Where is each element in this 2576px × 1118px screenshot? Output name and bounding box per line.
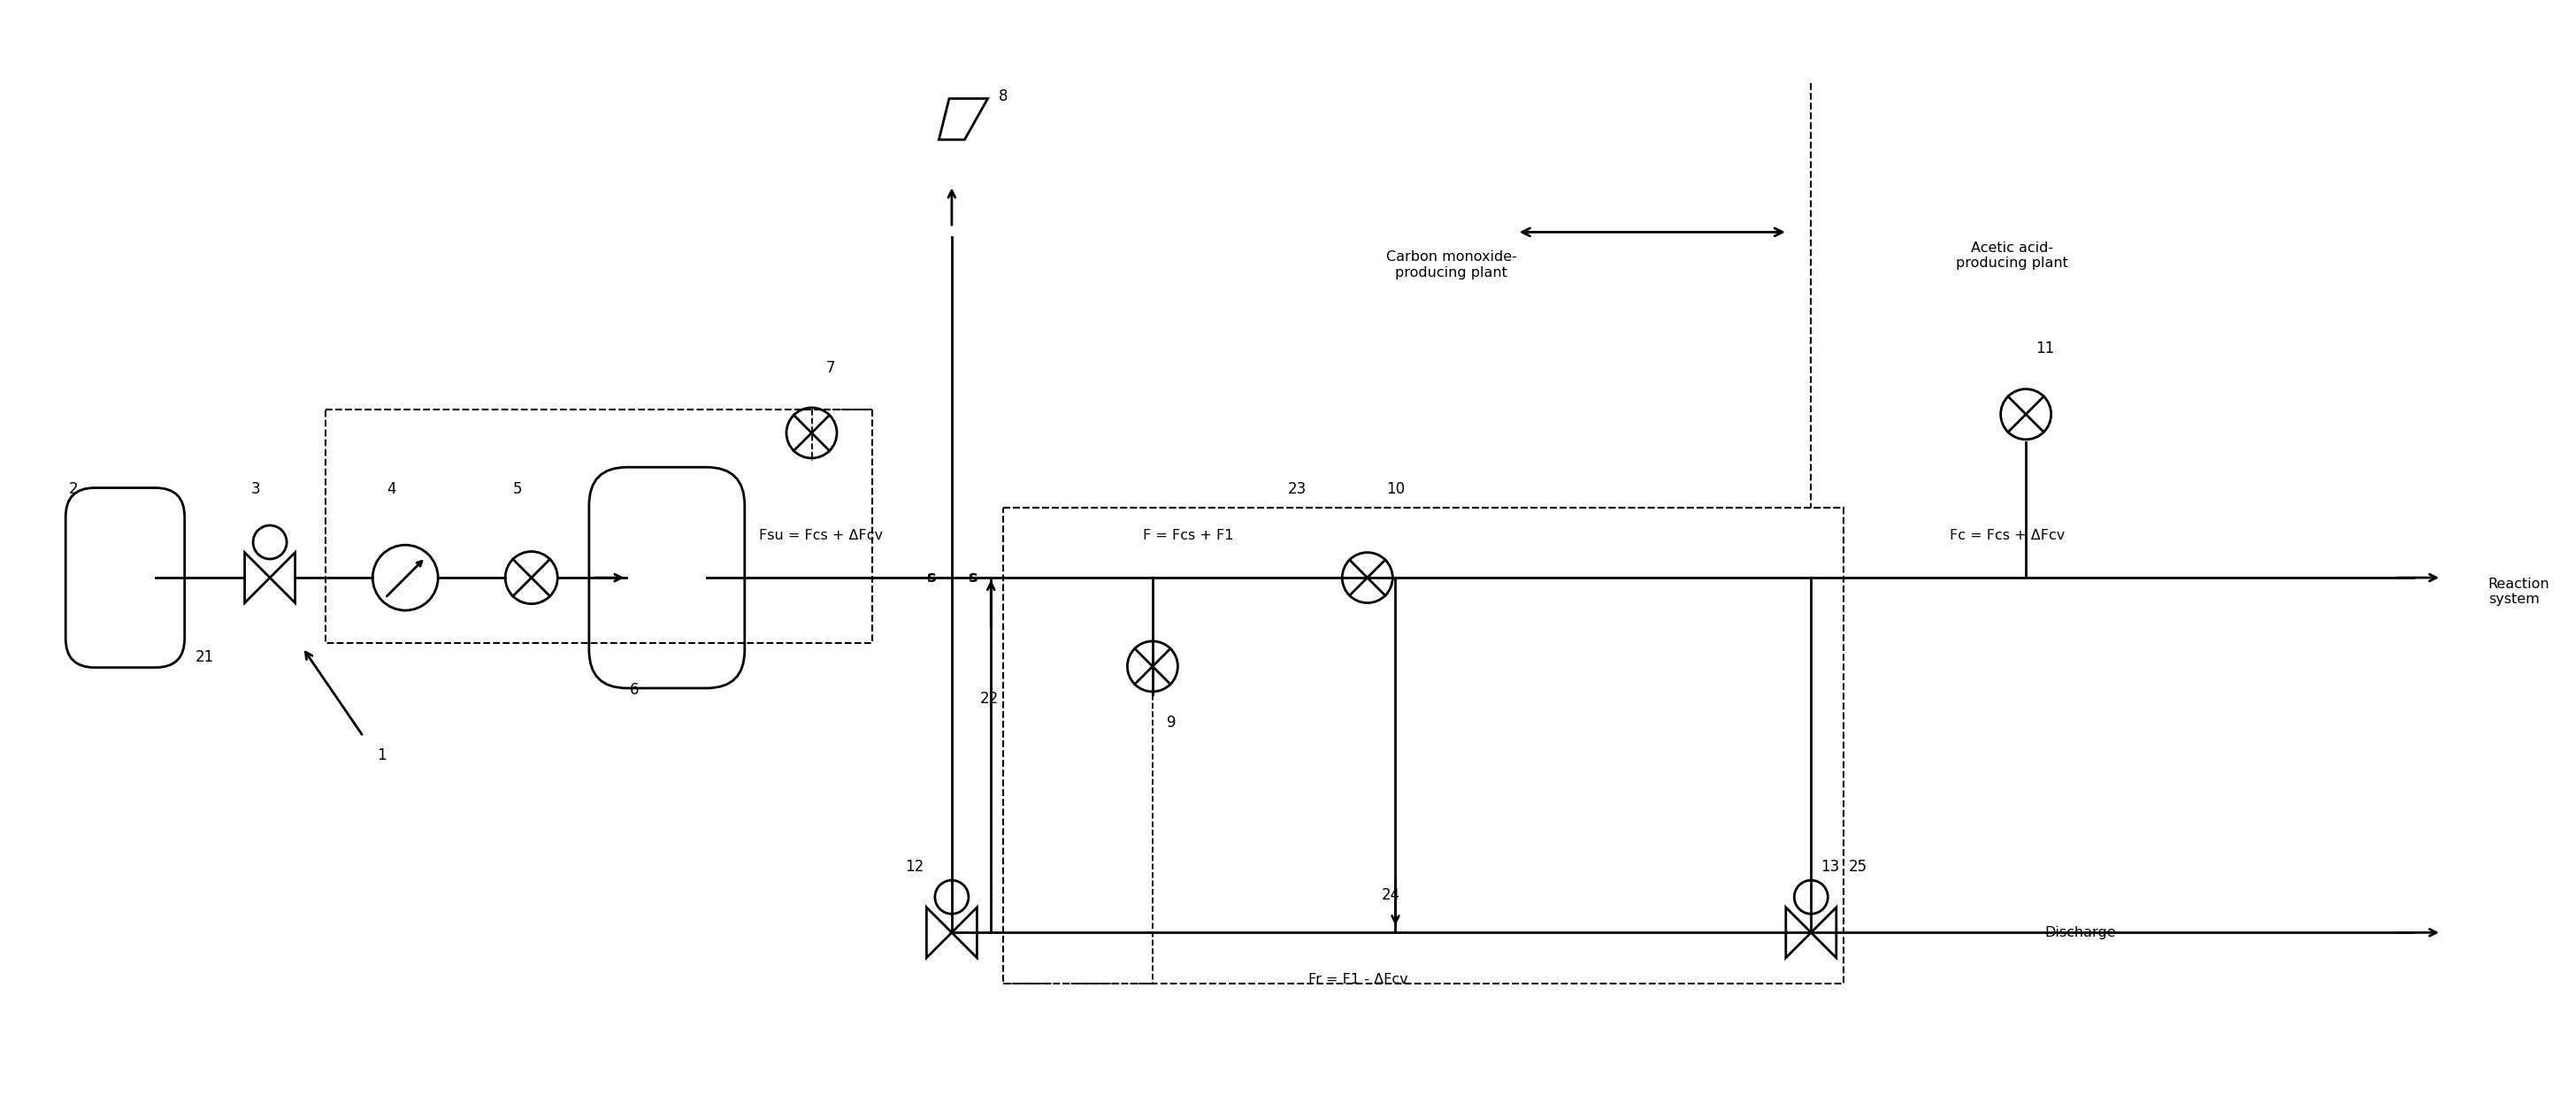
Text: F = Fcs + F1: F = Fcs + F1	[1144, 529, 1234, 542]
Text: 21: 21	[196, 650, 214, 665]
Text: 10: 10	[1386, 481, 1404, 496]
Text: 6: 6	[629, 682, 639, 698]
Text: 12: 12	[904, 860, 925, 875]
Text: 13: 13	[1821, 860, 1839, 875]
Text: Carbon monoxide-
producing plant: Carbon monoxide- producing plant	[1386, 250, 1517, 280]
Text: 3: 3	[252, 481, 260, 496]
Text: 5: 5	[513, 481, 523, 496]
Text: Discharge: Discharge	[2045, 926, 2115, 939]
Text: Reaction
system: Reaction system	[2488, 577, 2550, 606]
Text: Fr = F1 - ΔFcv: Fr = F1 - ΔFcv	[1309, 973, 1409, 986]
Text: 7: 7	[827, 360, 835, 376]
Text: 25: 25	[1850, 860, 1868, 875]
Text: 24: 24	[1381, 888, 1401, 903]
Text: 1: 1	[376, 747, 386, 764]
Text: 2: 2	[70, 481, 77, 496]
Text: 23: 23	[1288, 481, 1306, 496]
Text: 11: 11	[2035, 341, 2053, 357]
Text: 9: 9	[1167, 714, 1175, 730]
Text: 8: 8	[999, 88, 1007, 105]
Text: s: s	[927, 570, 935, 586]
Text: Fsu = Fcs + ΔFcv: Fsu = Fcs + ΔFcv	[760, 529, 884, 542]
Text: Acetic acid-
producing plant: Acetic acid- producing plant	[1955, 241, 2069, 269]
Text: 4: 4	[386, 481, 397, 496]
Text: 22: 22	[979, 691, 999, 707]
Text: s: s	[969, 570, 976, 586]
Text: Fc = Fcs + ΔFcv: Fc = Fcs + ΔFcv	[1950, 529, 2066, 542]
